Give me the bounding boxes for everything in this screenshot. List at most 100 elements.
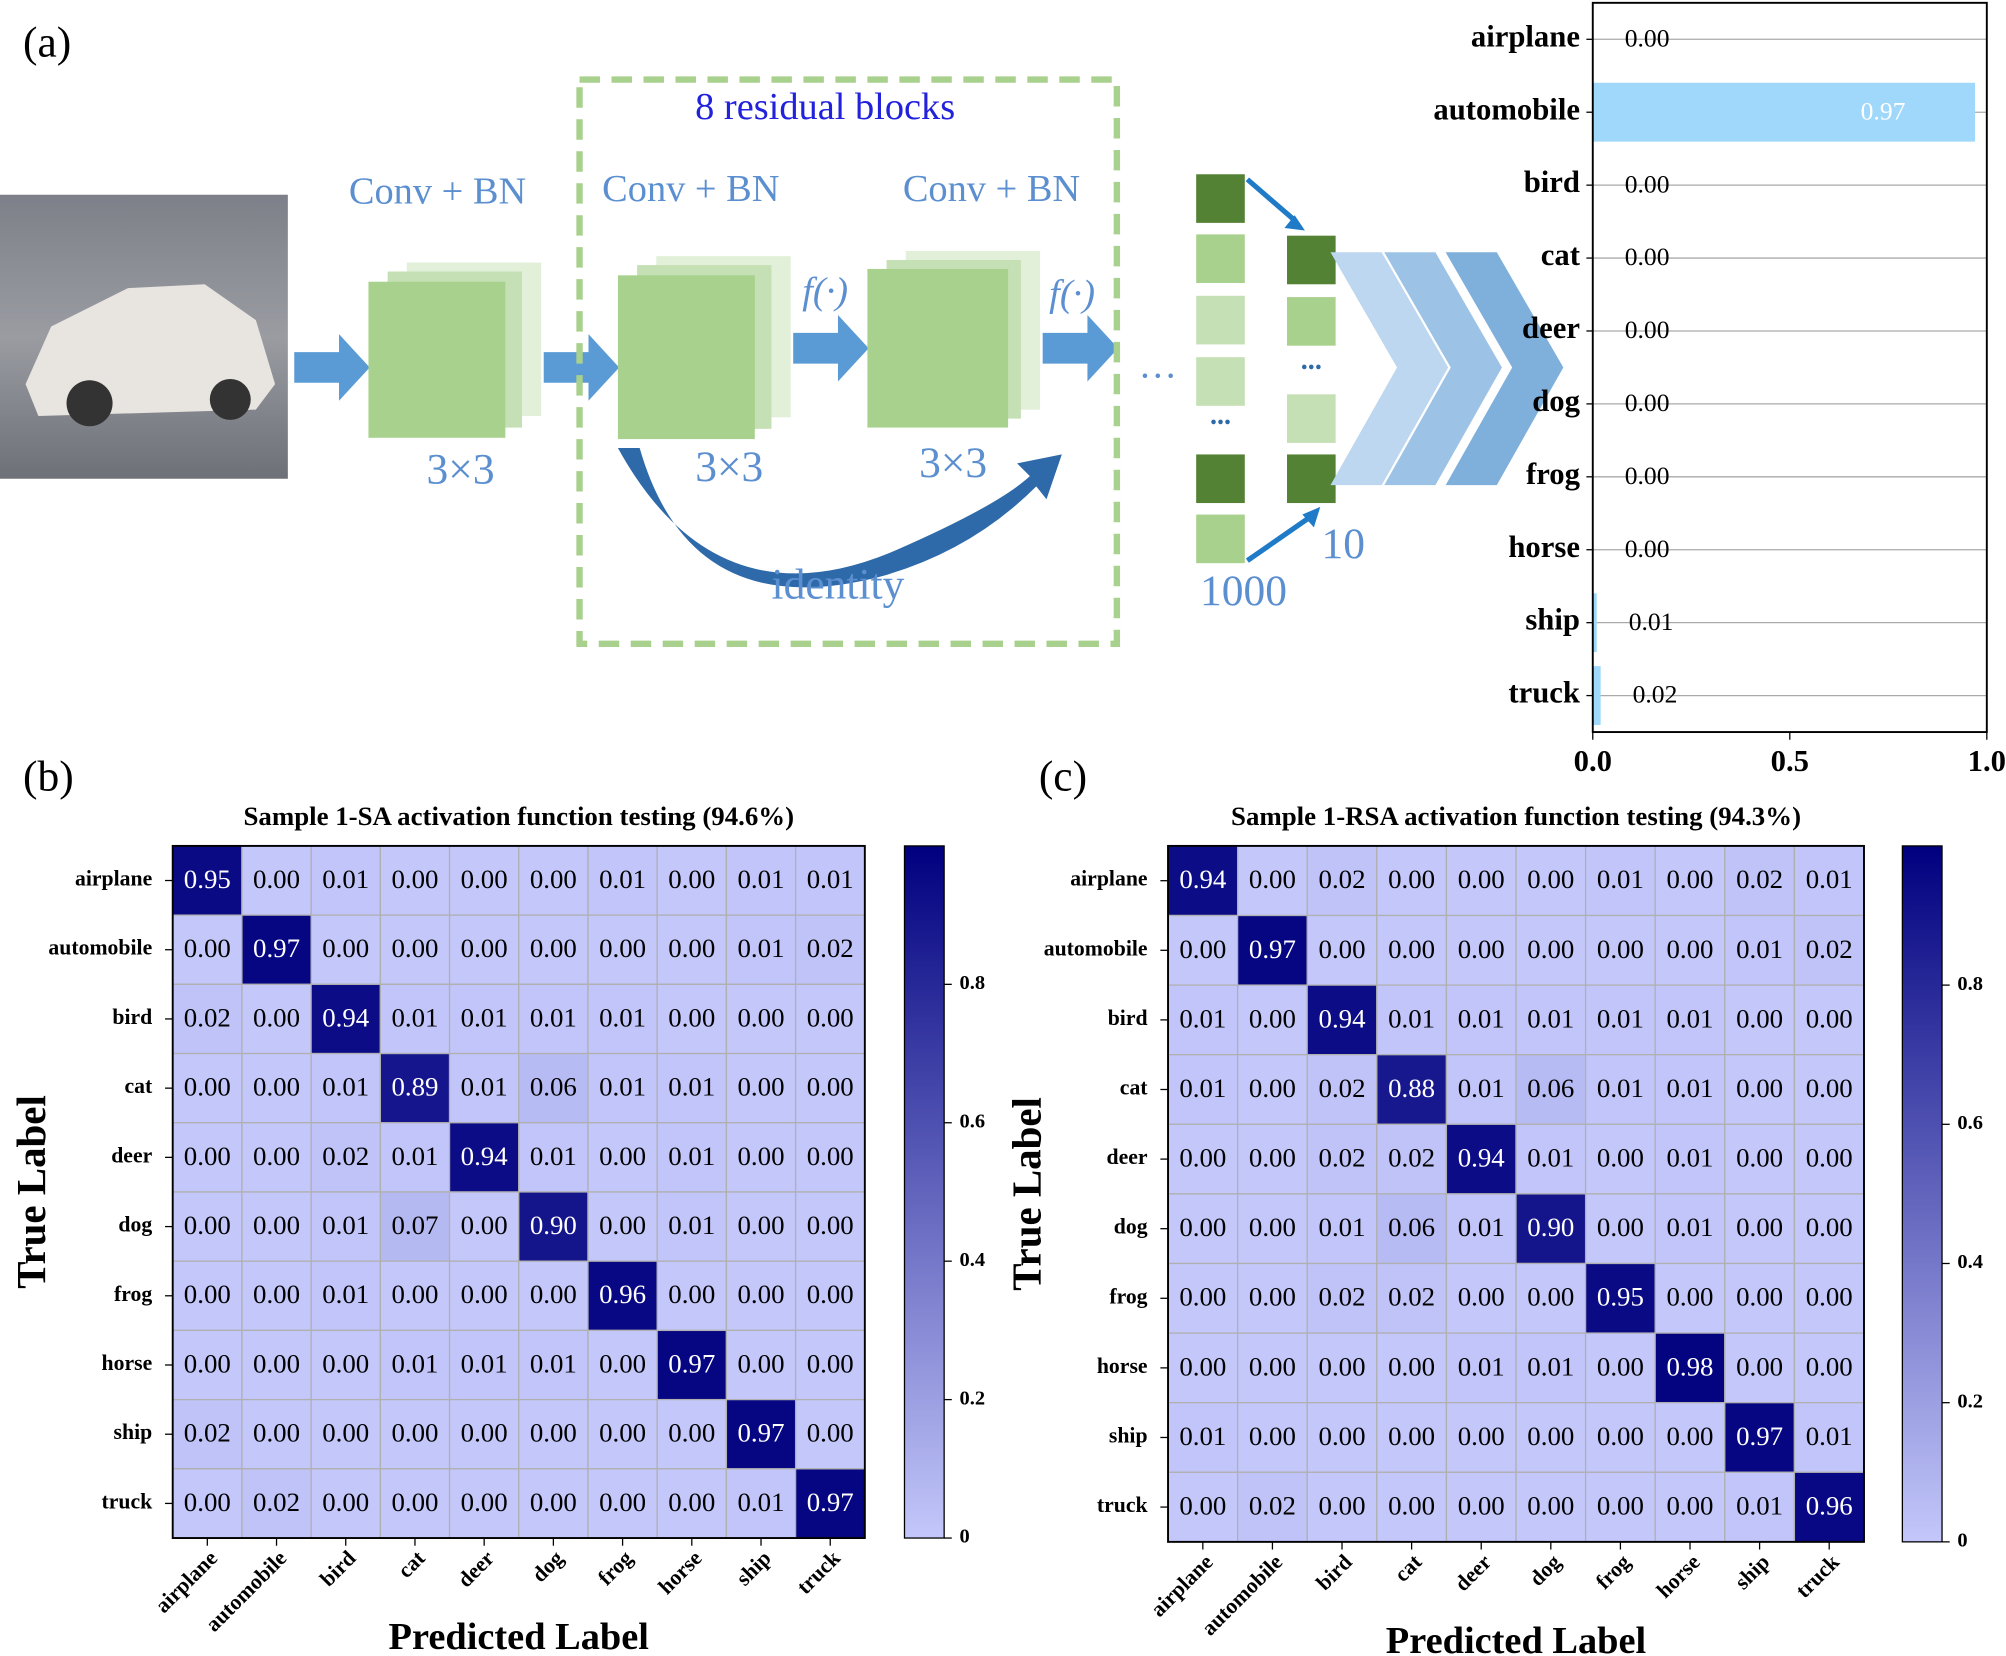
cell-label: 0.00 <box>1319 1351 1366 1381</box>
cell-label: 0.00 <box>1458 1421 1505 1451</box>
cell-label: 0.94 <box>322 1002 370 1032</box>
cell <box>725 1191 797 1262</box>
cell-label: 0.97 <box>738 1418 785 1448</box>
cell-label: 0.00 <box>599 1210 646 1240</box>
value-label: 0.02 <box>1633 680 1678 709</box>
cell-label: 0.02 <box>1388 1143 1435 1173</box>
cell <box>1445 1193 1517 1265</box>
y-tick-label: automobile <box>1433 92 1580 126</box>
panel-label: (a) <box>23 18 71 66</box>
y-tick-label: frog <box>1526 457 1581 491</box>
cell <box>310 1398 381 1470</box>
cell-label: 0.00 <box>253 1418 300 1448</box>
cell <box>172 983 243 1055</box>
cell-label: 0.01 <box>668 1210 715 1240</box>
cell-label: 0.01 <box>1666 1143 1713 1173</box>
y-tick-label: airplane <box>1070 867 1148 891</box>
cell-label: 0.01 <box>1806 864 1853 894</box>
colorbar <box>903 845 945 1539</box>
cell-label: 0.00 <box>1736 1351 1783 1381</box>
cell <box>1584 1054 1656 1125</box>
cell-label: 0.02 <box>1388 1282 1435 1312</box>
y-tick-label: horse <box>102 1351 153 1375</box>
cell-label: 0.00 <box>1388 1351 1435 1381</box>
cell <box>587 983 658 1055</box>
cell <box>1724 1471 1796 1543</box>
cell <box>379 1191 451 1262</box>
cell-label: 0.00 <box>807 1279 854 1309</box>
skip-arrow <box>617 448 1062 588</box>
cell <box>1376 1262 1448 1334</box>
x-tick-label: deer <box>453 1546 499 1592</box>
bar <box>1592 593 1597 653</box>
x-tick-label: airplane <box>1146 1550 1218 1622</box>
colorbar-tick-label: 0.2 <box>960 1387 986 1409</box>
x-tick-label: deer <box>1450 1550 1496 1596</box>
cell-label: 0.00 <box>668 1002 715 1032</box>
cell-label: 0.00 <box>668 1418 715 1448</box>
y-tick-label: horse <box>1508 530 1580 564</box>
cell-label: 0.00 <box>1806 1073 1853 1103</box>
cell-label: 0.01 <box>1458 1212 1505 1242</box>
cell <box>1236 984 1308 1056</box>
cell-label: 0.00 <box>1388 864 1435 894</box>
cell-label: 0.00 <box>1736 1003 1783 1033</box>
cell <box>587 1260 658 1332</box>
cell-label: 0.00 <box>1249 1003 1296 1033</box>
cell <box>241 1329 312 1401</box>
cell <box>518 1122 589 1193</box>
cell-label: 0.00 <box>668 1487 715 1517</box>
y-tick-label: ship <box>114 1420 153 1444</box>
cell <box>656 1260 728 1332</box>
cell <box>1515 1054 1587 1125</box>
cell-label: 0.00 <box>1458 1282 1505 1312</box>
cell-label: 0.01 <box>1806 1421 1853 1451</box>
cell <box>587 1122 658 1193</box>
y-tick-label: dog <box>1532 384 1580 418</box>
cell <box>1445 1332 1517 1404</box>
cell <box>1376 1471 1448 1543</box>
cell-label: 0.00 <box>184 1072 231 1102</box>
cell-label: 0.06 <box>1527 1073 1574 1103</box>
cell-label: 0.02 <box>1319 1282 1366 1312</box>
cell-label: 0.00 <box>253 1002 300 1032</box>
cell <box>725 1052 797 1124</box>
cell-label: 0.01 <box>461 1072 508 1102</box>
y-tick-label: cat <box>1120 1075 1149 1099</box>
cell-label: 0.01 <box>1666 1073 1713 1103</box>
cell-label: 0.00 <box>807 1141 854 1171</box>
cell <box>1306 1054 1378 1125</box>
vector-size: 10 <box>1322 520 1365 568</box>
cell-label: 0.97 <box>1736 1421 1783 1451</box>
cell <box>1445 1262 1517 1334</box>
cell-label: 0.00 <box>253 1279 300 1309</box>
x-axis-label: Predicted Label <box>1386 1620 1646 1656</box>
cell-label: 0.02 <box>1736 864 1783 894</box>
cell <box>1724 1193 1796 1265</box>
cell-label: 0.02 <box>253 1487 300 1517</box>
layer-label: Conv + BN <box>349 171 526 213</box>
cell <box>1584 845 1656 917</box>
cell <box>1654 1193 1726 1265</box>
cell-label: 0.00 <box>1388 934 1435 964</box>
cell <box>1724 1332 1796 1404</box>
cell-label: 0.00 <box>1458 1491 1505 1521</box>
value-label: 0.00 <box>1625 242 1670 271</box>
cell <box>1376 1123 1448 1195</box>
diagram: 8 residual blocks Conv + BN Conv + BN Co… <box>0 76 1564 647</box>
skip-label: identity <box>772 561 905 609</box>
cell <box>241 1468 312 1539</box>
cell <box>1793 984 1865 1056</box>
ellipsis: ... <box>1210 400 1231 431</box>
cell <box>1167 1193 1239 1265</box>
cell <box>1376 1332 1448 1404</box>
x-tick-label: truck <box>792 1545 845 1598</box>
cell-label: 0.00 <box>1527 1421 1574 1451</box>
arrows <box>294 314 1119 401</box>
cell <box>725 1468 797 1539</box>
layer-label: Conv + BN <box>903 168 1080 210</box>
cell-label: 0.00 <box>599 1418 646 1448</box>
cell <box>1584 984 1656 1056</box>
cell-label: 0.00 <box>530 933 577 963</box>
cell-label: 0.00 <box>391 1487 438 1517</box>
